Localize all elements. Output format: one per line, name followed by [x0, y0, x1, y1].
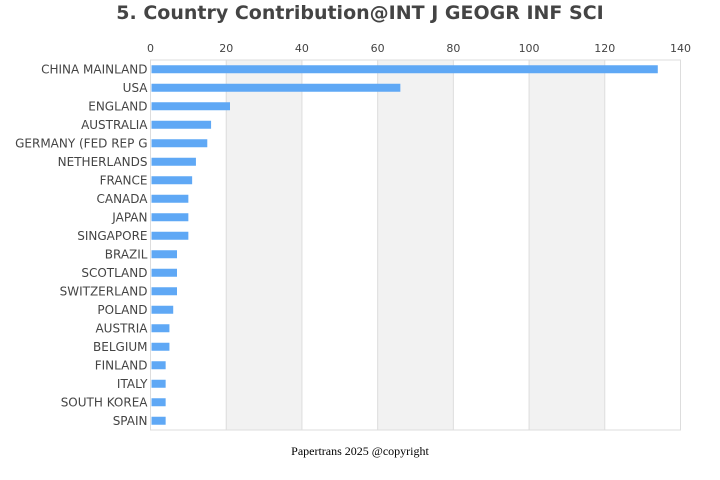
bar — [151, 213, 189, 222]
x-tick-label: 60 — [371, 42, 385, 55]
category-label: GERMANY (FED REP G — [15, 136, 147, 150]
x-tick-label: 100 — [519, 42, 540, 55]
category-label: NETHERLANDS — [58, 155, 148, 169]
bar — [151, 65, 658, 74]
category-label: JAPAN — [111, 210, 147, 224]
grid-band — [226, 60, 302, 430]
category-label: ENGLAND — [88, 99, 147, 113]
category-label: SWITZERLAND — [60, 284, 148, 298]
bar — [151, 416, 166, 425]
category-label: AUSTRIA — [95, 321, 148, 335]
bar — [151, 176, 193, 185]
bar — [151, 102, 230, 111]
bar — [151, 324, 170, 333]
bar — [151, 361, 166, 370]
category-label: POLAND — [97, 303, 147, 317]
x-tick-label: 40 — [295, 42, 309, 55]
bar — [151, 398, 166, 407]
bar — [151, 287, 177, 296]
x-tick-label: 120 — [594, 42, 615, 55]
bar — [151, 305, 174, 314]
bar — [151, 194, 189, 203]
bar — [151, 139, 208, 148]
bar — [151, 268, 177, 277]
x-tick-label: 0 — [147, 42, 154, 55]
chart-title: 5. Country Contribution@INT J GEOGR INF … — [116, 2, 604, 24]
category-label: ITALY — [117, 377, 148, 391]
category-label: USA — [123, 81, 149, 95]
bar — [151, 379, 166, 388]
category-label: CANADA — [96, 192, 148, 206]
category-label: SINGAPORE — [77, 229, 147, 243]
x-tick-label: 80 — [446, 42, 460, 55]
category-label: SCOTLAND — [81, 266, 147, 280]
category-label: CHINA MAINLAND — [41, 62, 147, 76]
grid-band — [377, 60, 454, 430]
x-tick-label: 20 — [219, 42, 233, 55]
bar — [151, 342, 170, 351]
category-label: SPAIN — [113, 414, 148, 428]
plot-border — [150, 59, 681, 431]
category-label: BELGIUM — [93, 340, 147, 354]
category-label: SOUTH KOREA — [61, 395, 149, 409]
grid-band — [529, 60, 605, 430]
category-label: AUSTRALIA — [81, 118, 148, 132]
category-label: FINLAND — [95, 358, 148, 372]
category-label: FRANCE — [100, 173, 148, 187]
bar — [151, 231, 189, 240]
bar — [151, 250, 177, 259]
x-tick-label: 140 — [670, 42, 691, 55]
category-label: BRAZIL — [105, 247, 148, 261]
bar — [151, 83, 401, 92]
bar — [151, 157, 196, 166]
copyright-footer: Papertrans 2025 @copyright — [291, 444, 429, 458]
bar — [151, 120, 212, 129]
